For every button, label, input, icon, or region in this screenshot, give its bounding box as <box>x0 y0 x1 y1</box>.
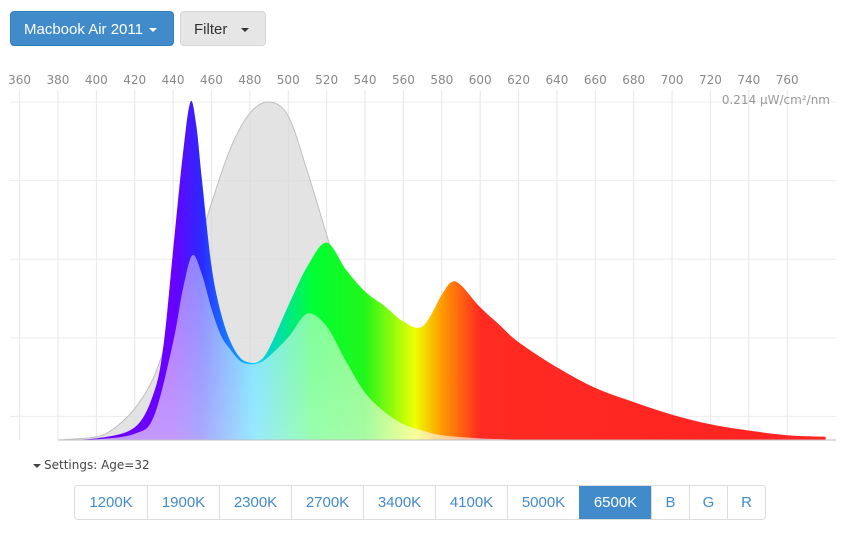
x-tick-label: 540 <box>354 73 377 87</box>
x-tick-label: 700 <box>661 73 684 87</box>
preset-button-1900k[interactable]: 1900K <box>147 486 219 519</box>
y-max-label: 0.214 µW/cm²/nm <box>722 93 830 107</box>
series-age-filtered-area <box>58 254 557 440</box>
color-temperature-presets: 1200K 1900K 2300K 2700K 3400K 4100K 5000K 6500K… <box>74 485 766 520</box>
x-tick-label: 420 <box>123 73 146 87</box>
x-tick-label: 380 <box>47 73 70 87</box>
device-dropdown-label: Macbook Air 2011 <box>24 21 143 38</box>
preset-button-2300k[interactable]: 2300K <box>219 486 291 519</box>
x-tick-label: 760 <box>776 73 799 87</box>
preset-button-4100k[interactable]: 4100K <box>435 486 507 519</box>
x-tick-label: 580 <box>430 73 453 87</box>
settings-label: Settings: Age=32 <box>44 458 150 472</box>
preset-button-5000k[interactable]: 5000K <box>507 486 579 519</box>
filter-dropdown-button[interactable]: Filter <box>180 11 266 46</box>
x-tick-label: 640 <box>545 73 568 87</box>
preset-button-3400k[interactable]: 3400K <box>363 486 435 519</box>
x-tick-label: 480 <box>238 73 261 87</box>
x-tick-label: 660 <box>584 73 607 87</box>
x-tick-label: 440 <box>162 73 185 87</box>
preset-button-r[interactable]: R <box>727 486 765 519</box>
settings-toggle[interactable]: Settings: Age=32 <box>33 458 150 472</box>
caret-down-icon <box>33 463 41 468</box>
x-tick-label: 520 <box>315 73 338 87</box>
device-dropdown-button[interactable]: Macbook Air 2011 <box>10 11 174 46</box>
caret-down-icon <box>148 28 157 33</box>
caret-down-icon <box>241 28 250 33</box>
x-tick-label: 600 <box>469 73 492 87</box>
preset-button-6500k[interactable]: 6500K <box>579 486 651 519</box>
x-axis-ticks: 360 380 400 420 440 460 480 500 520 540 560 580 600 6… <box>8 73 799 87</box>
preset-button-2700k[interactable]: 2700K <box>291 486 363 519</box>
preset-button-g[interactable]: G <box>689 486 727 519</box>
x-tick-label: 560 <box>392 73 415 87</box>
series-display-spectrum-area <box>58 100 826 440</box>
filter-dropdown-label: Filter <box>194 21 228 38</box>
x-tick-label: 680 <box>622 73 645 87</box>
x-tick-label: 500 <box>277 73 300 87</box>
preset-button-b[interactable]: B <box>651 486 689 519</box>
spectrum-chart: 360 380 400 420 440 460 480 500 520 540 560 580 600 6… <box>8 73 836 441</box>
x-tick-label: 720 <box>699 73 722 87</box>
preset-button-1200k[interactable]: 1200K <box>75 486 147 519</box>
x-tick-label: 400 <box>85 73 108 87</box>
x-tick-label: 740 <box>737 73 760 87</box>
chart-series <box>57 100 836 441</box>
x-tick-label: 460 <box>200 73 223 87</box>
x-tick-label: 360 <box>8 73 31 87</box>
x-tick-label: 620 <box>507 73 530 87</box>
